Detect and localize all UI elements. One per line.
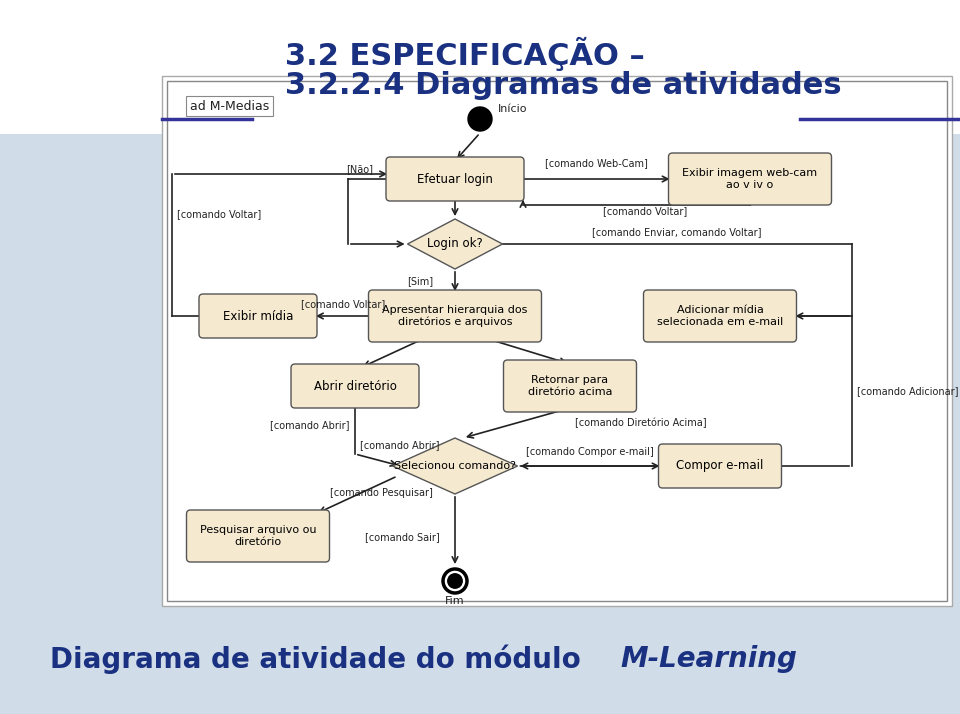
FancyBboxPatch shape: [186, 510, 329, 562]
Text: [comando Abrir]: [comando Abrir]: [360, 440, 440, 450]
Text: M-Learning: M-Learning: [620, 645, 797, 673]
Bar: [0, 0, 960, 134]
Polygon shape: [407, 219, 502, 269]
Text: Login ok?: Login ok?: [427, 238, 483, 251]
Text: ad M-Medias: ad M-Medias: [190, 99, 269, 113]
Text: [comando Diretório Acima]: [comando Diretório Acima]: [575, 418, 707, 428]
FancyBboxPatch shape: [291, 364, 419, 408]
FancyBboxPatch shape: [503, 360, 636, 412]
Text: [comando Voltar]: [comando Voltar]: [300, 299, 385, 309]
Text: Adicionar mídia
selecionada em e-mail: Adicionar mídia selecionada em e-mail: [657, 305, 783, 327]
Text: [comando Voltar]: [comando Voltar]: [603, 206, 687, 216]
Text: 3.2.2.4 Diagramas de atividades: 3.2.2.4 Diagramas de atividades: [285, 71, 842, 101]
Bar: [162, 76, 952, 606]
Text: Efetuar login: Efetuar login: [417, 173, 492, 186]
Circle shape: [468, 107, 492, 131]
FancyBboxPatch shape: [386, 157, 524, 201]
FancyBboxPatch shape: [369, 290, 541, 342]
Text: [comando Adicionar]: [comando Adicionar]: [857, 386, 958, 396]
Text: Início: Início: [498, 104, 527, 114]
Bar: [167, 81, 947, 601]
Text: [comando Compor e-mail]: [comando Compor e-mail]: [526, 447, 654, 457]
Text: [comando Sair]: [comando Sair]: [365, 533, 440, 543]
Text: [comando Voltar]: [comando Voltar]: [177, 209, 261, 219]
FancyBboxPatch shape: [199, 294, 317, 338]
Text: 3.2 ESPECIFICAÇÃO –: 3.2 ESPECIFICAÇÃO –: [285, 37, 645, 71]
Text: [comando Enviar, comando Voltar]: [comando Enviar, comando Voltar]: [592, 227, 762, 237]
Polygon shape: [393, 438, 517, 494]
Text: Retornar para
diretório acima: Retornar para diretório acima: [528, 375, 612, 397]
FancyBboxPatch shape: [668, 153, 831, 205]
Text: [comando Web-Cam]: [comando Web-Cam]: [545, 158, 648, 168]
Text: Pesquisar arquivo ou
diretório: Pesquisar arquivo ou diretório: [200, 526, 316, 547]
Text: Selecionou comando?: Selecionou comando?: [394, 461, 516, 471]
Text: Diagrama de atividade do módulo: Diagrama de atividade do módulo: [50, 644, 590, 674]
Text: Apresentar hierarquia dos
diretórios e arquivos: Apresentar hierarquia dos diretórios e a…: [382, 305, 528, 327]
FancyBboxPatch shape: [659, 444, 781, 488]
Text: [Sim]: [Sim]: [407, 276, 433, 286]
Text: [comando Abrir]: [comando Abrir]: [271, 420, 350, 430]
Text: Exibir mídia: Exibir mídia: [223, 309, 293, 323]
Text: Compor e-mail: Compor e-mail: [676, 460, 764, 473]
Text: Fim: Fim: [445, 596, 465, 606]
Text: Exibir imagem web-cam
ao v iv o: Exibir imagem web-cam ao v iv o: [683, 169, 818, 190]
Circle shape: [447, 574, 462, 588]
FancyBboxPatch shape: [643, 290, 797, 342]
Text: [Não]: [Não]: [347, 164, 373, 174]
Text: Abrir diretório: Abrir diretório: [314, 380, 396, 393]
Text: [comando Pesquisar]: [comando Pesquisar]: [330, 488, 433, 498]
